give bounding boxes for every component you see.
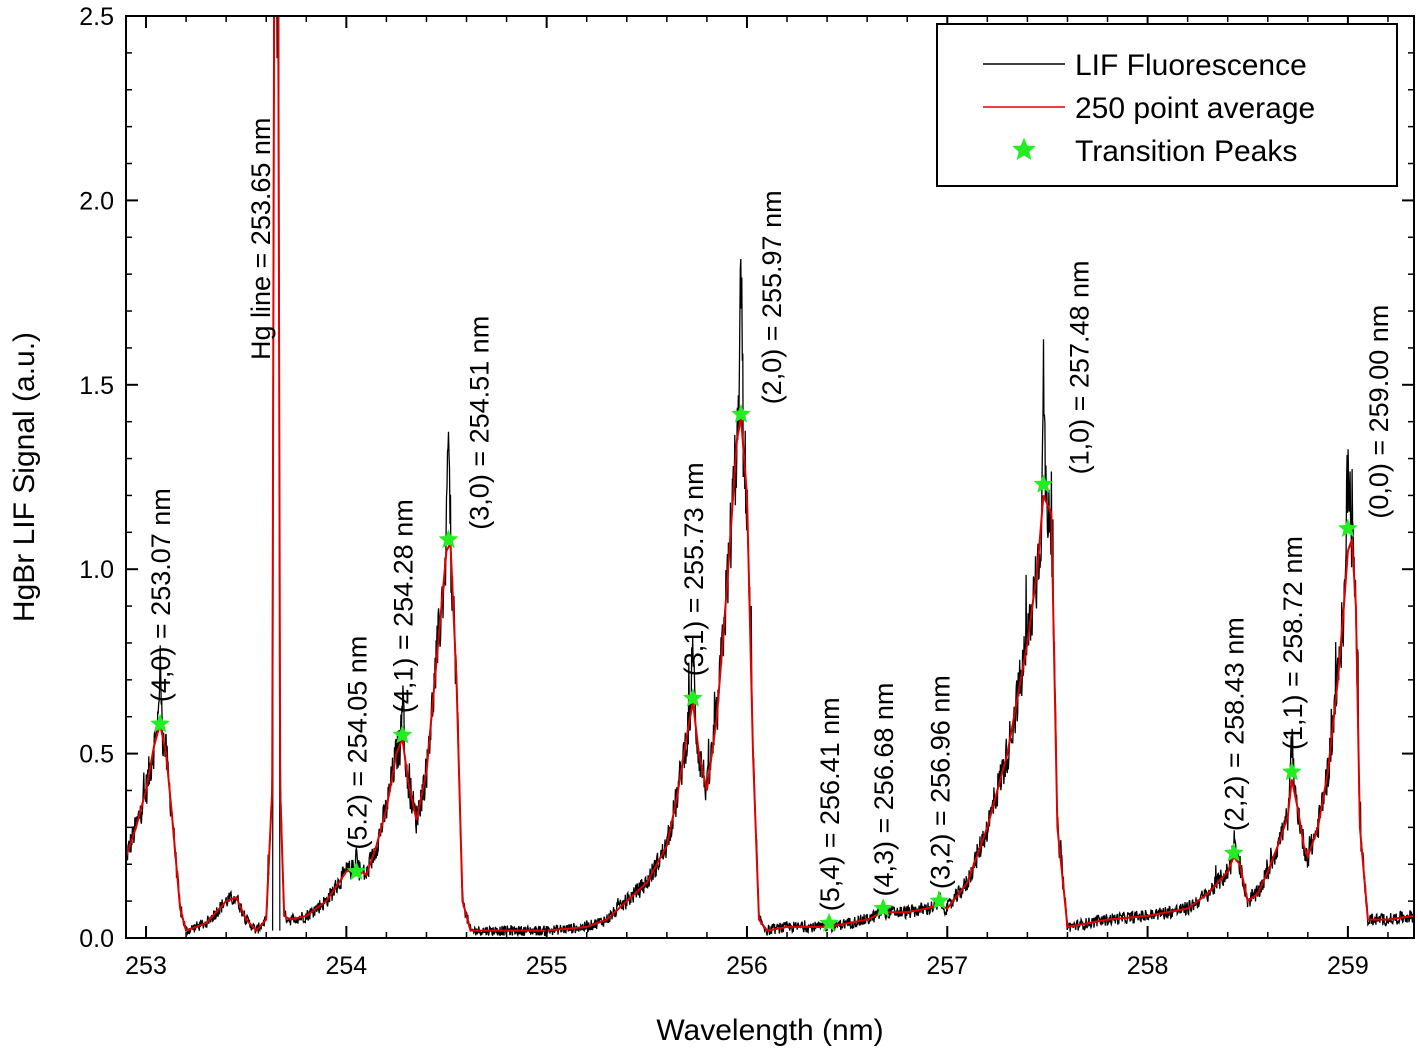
peak-label: (4,0) = 253.07 nm [146,488,176,702]
y-tick-label: 0.5 [79,741,114,769]
legend-label: Transition Peaks [1075,135,1297,168]
transition-peak-star [346,861,367,880]
x-tick-label: 254 [325,952,367,980]
y-tick-label: 2.0 [79,187,114,215]
y-tick-label: 0.0 [79,925,114,953]
x-tick-label: 253 [125,952,167,980]
peak-label: (2,0) = 255.97 nm [757,190,787,404]
transition-peak-star [438,529,459,549]
legend-star-swatch [1012,137,1036,160]
lif-fluorescence-line [126,16,1414,938]
legend-label: LIF Fluorescence [1075,49,1307,82]
peak-label: (2,2) = 258.43 nm [1220,617,1250,831]
plot-frame [125,15,1415,939]
transition-peak-star [1223,842,1244,862]
y-tick-label: 1.5 [79,372,114,400]
peak-label: (1,1) = 258.72 nm [1278,536,1308,750]
y-axis-title: HgBr LIF Signal (a.u.) [8,332,41,622]
peak-label: (1,0) = 257.48 nm [1064,260,1094,474]
x-axis-title: Wavelength (nm) [656,1014,883,1047]
legend-label: 250 point average [1075,92,1315,125]
x-tick-label: 255 [526,952,568,980]
x-tick-label: 257 [926,952,968,980]
transition-peak-star [1282,761,1302,781]
peak-label: (4,3) = 256.68 nm [869,683,899,897]
x-tick-label: 258 [1127,952,1169,980]
legend-box [936,23,1398,187]
transition-peak-star [731,403,751,423]
peak-label: (3,2) = 256.96 nm [925,675,955,889]
peak-label: (0,0) = 259.00 nm [1364,305,1394,519]
hg-line-annotation: Hg line = 253.65 nm [246,118,276,360]
y-tick-label: 1.0 [79,556,114,584]
transition-peak-star [819,912,839,932]
peak-label: (4,1) = 254.28 nm [388,499,418,713]
y-tick-label: 2.5 [79,3,114,31]
transition-peak-star [683,687,703,707]
transition-peak-star [929,890,950,910]
peak-label: (5.2) = 254.05 nm [342,636,372,850]
peak-label: (5,4) = 256.41 nm [815,697,845,911]
transition-peak-star [1033,474,1054,493]
transition-peak-star [873,898,893,917]
average-line [126,16,1414,933]
x-tick-label: 256 [726,952,768,980]
peak-label: (3,1) = 255.73 nm [679,462,709,676]
transition-peak-star [1338,518,1358,537]
transition-peak-star [150,713,170,733]
x-tick-label: 259 [1327,952,1369,980]
transition-peak-star [392,724,413,744]
peak-label: (3,0) = 254.51 nm [465,316,495,530]
